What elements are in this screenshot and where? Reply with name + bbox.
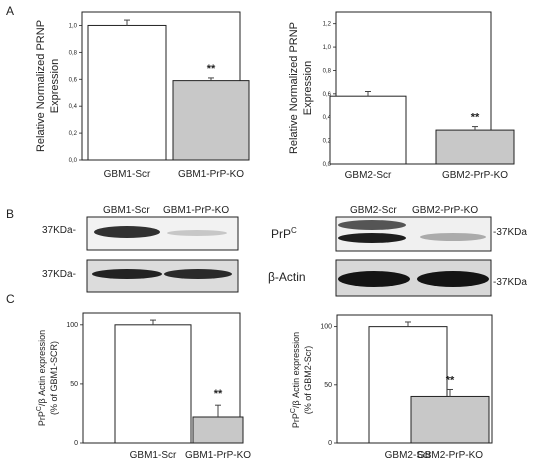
significance-label: ** [214,388,223,400]
y-axis-label: Relative Normalized PRNP [35,20,47,152]
blot-marker-label: 37KDa- [42,269,76,280]
y-tick-label: 0,8 [69,50,78,56]
y-tick-label: 0,4 [323,115,332,121]
y-tick-label: 1,0 [323,45,332,51]
y-tick-label: 0 [328,440,332,447]
blot-band [94,226,160,238]
bar [435,129,515,165]
y-tick-label: 1,0 [69,23,78,29]
category-label: GBM1-PrP-KO [178,169,244,180]
panel-letter-c: C [6,292,15,306]
y-tick-label: 0 [74,440,78,447]
blot-band [167,230,227,236]
y-axis-label: (% of GBM2-Scr) [303,346,313,415]
y-axis-label: Expression [49,59,61,113]
blot-label-prpc: PrPC [271,226,297,241]
y-axis-label: PrPC/β Actin expression [290,332,301,428]
bar [172,80,250,161]
y-axis-label: Relative Normalized PRNP [288,22,300,154]
blot-band [164,269,232,279]
chart-a-gbm2: 0,0 0,2 0,4 0,6 0,8 1,0 1,2 GBM2-Scr ** GBM2-PrP-… [288,11,515,181]
blot-label-actin: β-Actin [268,270,306,284]
panel-letter-b: B [6,207,14,221]
blot-band [338,220,406,230]
western-blot-left: GBM1-Scr GBM1-PrP-KO 37KDa- 37KDa- [42,205,239,293]
bar [192,416,244,444]
panel-letter-a: A [6,4,14,18]
y-tick-label: 1,2 [323,22,332,28]
blot-lane-label: GBM1-Scr [103,205,150,216]
blot-marker-label: 37KDa- [42,225,76,236]
blot-band [417,271,489,287]
blot-lane-label: GBM2-Scr [350,205,397,216]
significance-label: ** [446,374,455,386]
y-tick-label: 0,4 [69,104,78,110]
y-axis-label: PrPC/β Actin expression [36,330,47,426]
category-label: GBM1-PrP-KO [185,450,251,461]
y-tick-label: 100 [66,322,78,329]
y-tick-label: 0,6 [69,77,78,83]
blot-band [92,269,162,279]
category-label: GBM2-PrP-KO [417,450,483,461]
blot-lane-label: GBM2-PrP-KO [412,205,478,216]
category-label: GBM2-Scr [345,170,392,181]
category-label: GBM2-PrP-KO [442,170,508,181]
y-axis-label: (% of GBM1-SCR) [49,341,59,415]
y-tick-label: 0,2 [69,131,78,137]
bar [114,324,192,444]
chart-c-gbm2: 0 50 100 GBM2-Scr ** GBM2-PrP-KO PrPC/β Actin … [290,314,493,461]
blot-band [420,233,486,241]
significance-label: ** [207,63,216,75]
blot-band [338,233,406,243]
category-label: GBM2-Scr [385,450,432,461]
category-label: GBM1-Scr [130,450,177,461]
y-tick-label: 50 [324,382,332,389]
bar [410,395,490,444]
plot-frame [335,11,492,165]
bar [368,326,448,444]
y-axis-label: Expression [302,61,314,115]
y-tick-label: 0,0 [69,158,78,164]
y-tick-label: 100 [320,324,332,331]
bar [87,24,167,161]
blot-lane-label: GBM1-PrP-KO [163,205,229,216]
category-label: GBM1-Scr [104,169,151,180]
chart-c-gbm1: 0 50 100 GBM1-Scr ** GBM1-PrP-KO PrPC/β Actin … [36,312,251,461]
western-blot-right: GBM2-Scr GBM2-PrP-KO -37KDa -37KDa [335,205,527,297]
bar [329,95,407,165]
y-tick-label: 0,6 [323,92,332,98]
chart-a-gbm1: 0,0 0,2 0,4 0,6 0,8 1,0 GBM1-Scr ** GBM1-PrP-KO R… [35,11,250,180]
blot-marker-label: -37KDa [493,227,527,238]
y-tick-label: 0,8 [323,68,332,74]
y-tick-label: 0,0 [323,162,332,168]
y-tick-label: 50 [70,381,78,388]
blot-marker-label: -37KDa [493,277,527,288]
significance-label: ** [471,112,480,124]
y-tick-label: 0,2 [323,139,332,145]
blot-band [338,271,410,287]
